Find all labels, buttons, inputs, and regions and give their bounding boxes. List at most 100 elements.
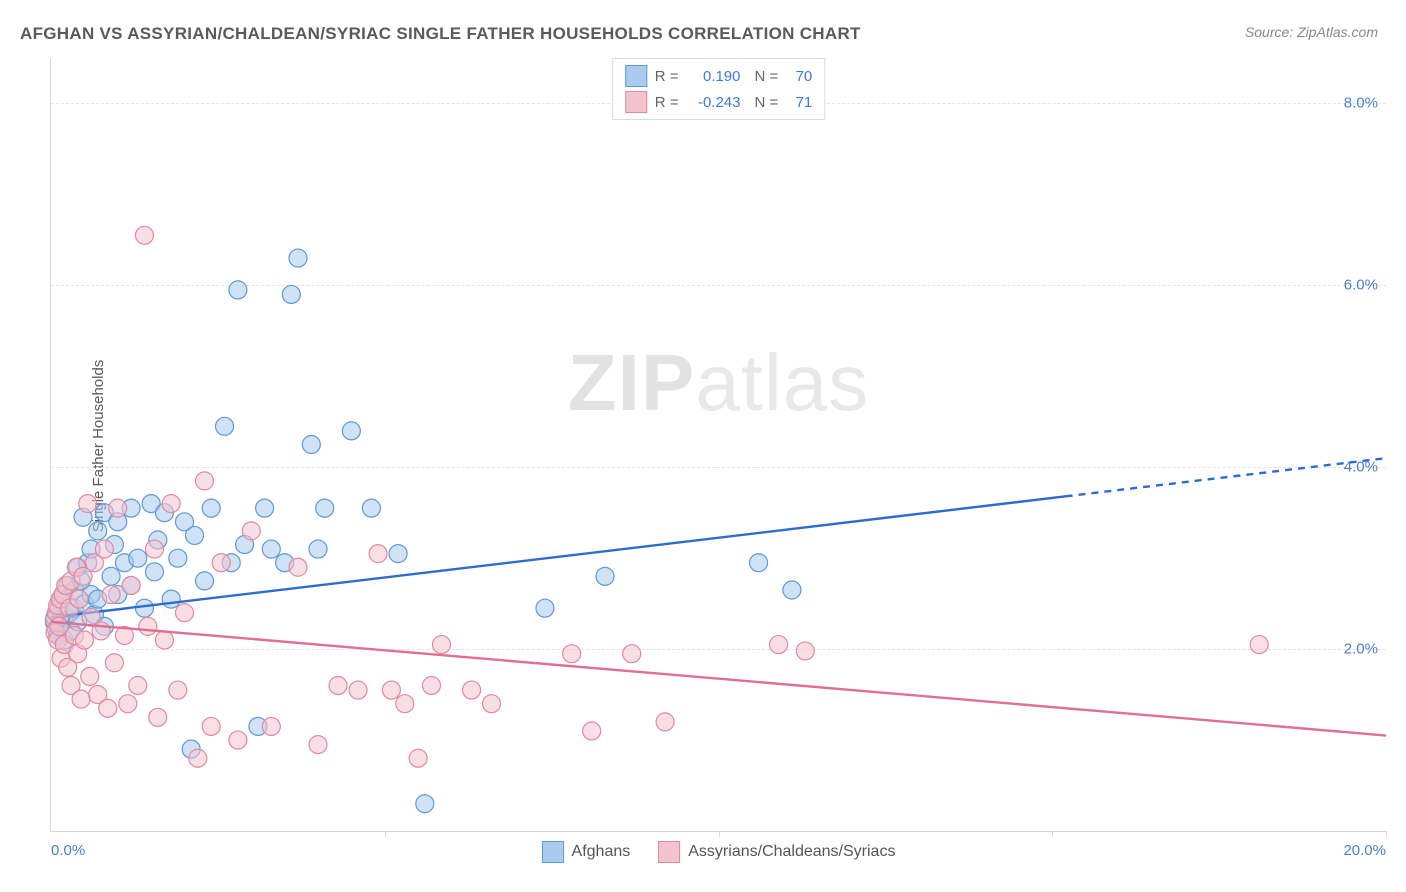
source-attribution: Source: ZipAtlas.com — [1245, 24, 1378, 40]
data-point — [583, 722, 601, 740]
x-tick-mark — [719, 831, 720, 837]
data-point — [162, 495, 180, 513]
legend-label-afghans: Afghans — [572, 843, 631, 861]
data-point — [95, 540, 113, 558]
swatch-afghans — [542, 841, 564, 863]
data-point — [81, 667, 99, 685]
n-value-afghans: 70 — [786, 68, 812, 85]
n-value-assyrians: 71 — [786, 94, 812, 111]
trend-line — [51, 622, 1386, 736]
data-point — [186, 526, 204, 544]
legend-item-afghans: Afghans — [542, 841, 631, 863]
data-point — [262, 717, 280, 735]
x-tick-max: 20.0% — [1343, 842, 1386, 859]
trend-line-dashed — [1066, 458, 1386, 496]
data-point — [262, 540, 280, 558]
data-point — [109, 499, 127, 517]
source-prefix: Source: — [1245, 24, 1297, 40]
source-name: ZipAtlas.com — [1297, 24, 1378, 40]
data-point — [189, 749, 207, 767]
trend-line — [51, 496, 1066, 617]
legend-item-assyrians: Assyrians/Chaldeans/Syriacs — [658, 841, 895, 863]
data-point — [389, 545, 407, 563]
data-point — [135, 599, 153, 617]
data-point — [483, 695, 501, 713]
data-point — [309, 736, 327, 754]
n-label: N = — [755, 94, 779, 111]
swatch-afghans — [625, 65, 647, 87]
data-point — [596, 567, 614, 585]
data-point — [463, 681, 481, 699]
x-tick-mark — [1386, 831, 1387, 837]
swatch-assyrians — [658, 841, 680, 863]
data-point — [139, 617, 157, 635]
data-point — [229, 281, 247, 299]
data-point — [796, 642, 814, 660]
data-point — [122, 576, 140, 594]
data-point — [563, 645, 581, 663]
data-point — [202, 717, 220, 735]
n-label: N = — [755, 68, 779, 85]
data-point — [99, 699, 117, 717]
data-point — [70, 590, 88, 608]
r-label: R = — [655, 68, 679, 85]
data-point — [309, 540, 327, 558]
data-point — [72, 690, 90, 708]
data-point — [656, 713, 674, 731]
data-point — [155, 631, 173, 649]
data-point — [282, 285, 300, 303]
data-point — [416, 795, 434, 813]
data-point — [750, 554, 768, 572]
r-value-afghans: 0.190 — [687, 68, 741, 85]
data-point — [169, 549, 187, 567]
data-point — [196, 472, 214, 490]
data-point — [536, 599, 554, 617]
data-point — [242, 522, 260, 540]
data-point — [75, 631, 93, 649]
data-point — [422, 676, 440, 694]
data-point — [409, 749, 427, 767]
data-point — [105, 654, 123, 672]
data-point — [212, 554, 230, 572]
data-point — [229, 731, 247, 749]
data-point — [145, 563, 163, 581]
data-point — [256, 499, 274, 517]
legend-series: Afghans Assyrians/Chaldeans/Syriacs — [542, 841, 896, 863]
data-point — [196, 572, 214, 590]
data-point — [79, 495, 97, 513]
data-point — [119, 695, 137, 713]
data-point — [162, 590, 180, 608]
plot-area: ZIPatlas R = 0.190 N = 70 R = -0.243 N =… — [50, 58, 1386, 832]
data-point — [1250, 636, 1268, 654]
data-point — [432, 636, 450, 654]
data-point — [145, 540, 163, 558]
data-point — [102, 567, 120, 585]
plot-svg — [51, 58, 1386, 831]
data-point — [289, 558, 307, 576]
data-point — [623, 645, 641, 663]
data-point — [369, 545, 387, 563]
data-point — [129, 549, 147, 567]
data-point — [102, 586, 120, 604]
data-point — [302, 436, 320, 454]
data-point — [216, 417, 234, 435]
data-point — [316, 499, 334, 517]
data-point — [169, 681, 187, 699]
data-point — [149, 708, 167, 726]
data-point — [783, 581, 801, 599]
data-point — [176, 604, 194, 622]
swatch-assyrians — [625, 91, 647, 113]
legend-row-afghans: R = 0.190 N = 70 — [621, 63, 817, 89]
data-point — [382, 681, 400, 699]
x-tick-min: 0.0% — [51, 842, 85, 859]
data-point — [89, 522, 107, 540]
r-label: R = — [655, 94, 679, 111]
data-point — [396, 695, 414, 713]
x-tick-mark — [385, 831, 386, 837]
data-point — [289, 249, 307, 267]
legend-label-assyrians: Assyrians/Chaldeans/Syriacs — [688, 843, 895, 861]
legend-correlation: R = 0.190 N = 70 R = -0.243 N = 71 — [612, 58, 826, 120]
chart-title: AFGHAN VS ASSYRIAN/CHALDEAN/SYRIAC SINGL… — [20, 24, 861, 44]
data-point — [362, 499, 380, 517]
data-point — [349, 681, 367, 699]
